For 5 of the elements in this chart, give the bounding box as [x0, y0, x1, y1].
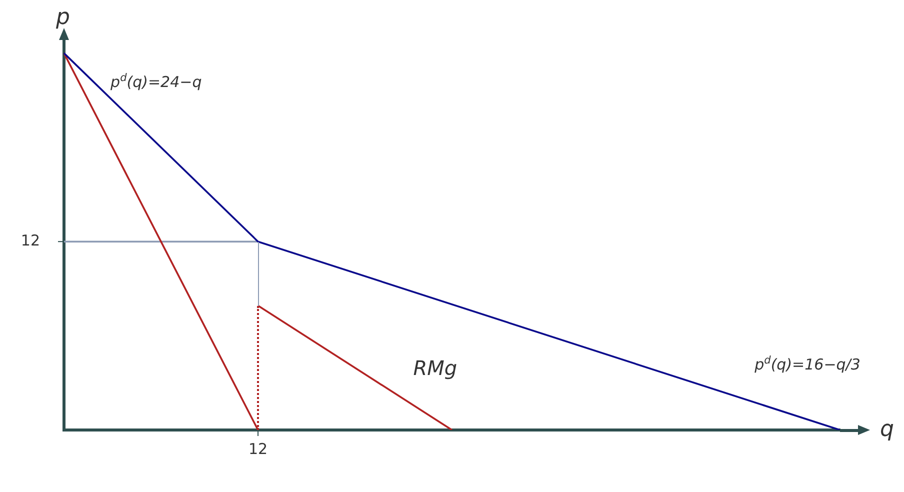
- y-axis-title: p: [55, 5, 70, 30]
- text: 12: [248, 440, 268, 458]
- text: 12: [20, 231, 40, 250]
- x-axis-title: q: [880, 417, 894, 442]
- annotation: RMg: [413, 356, 458, 380]
